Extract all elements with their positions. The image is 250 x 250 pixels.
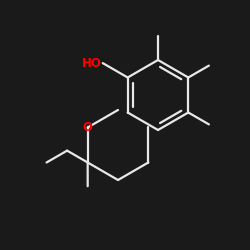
Text: HO: HO — [82, 57, 102, 70]
Text: O: O — [83, 121, 93, 134]
